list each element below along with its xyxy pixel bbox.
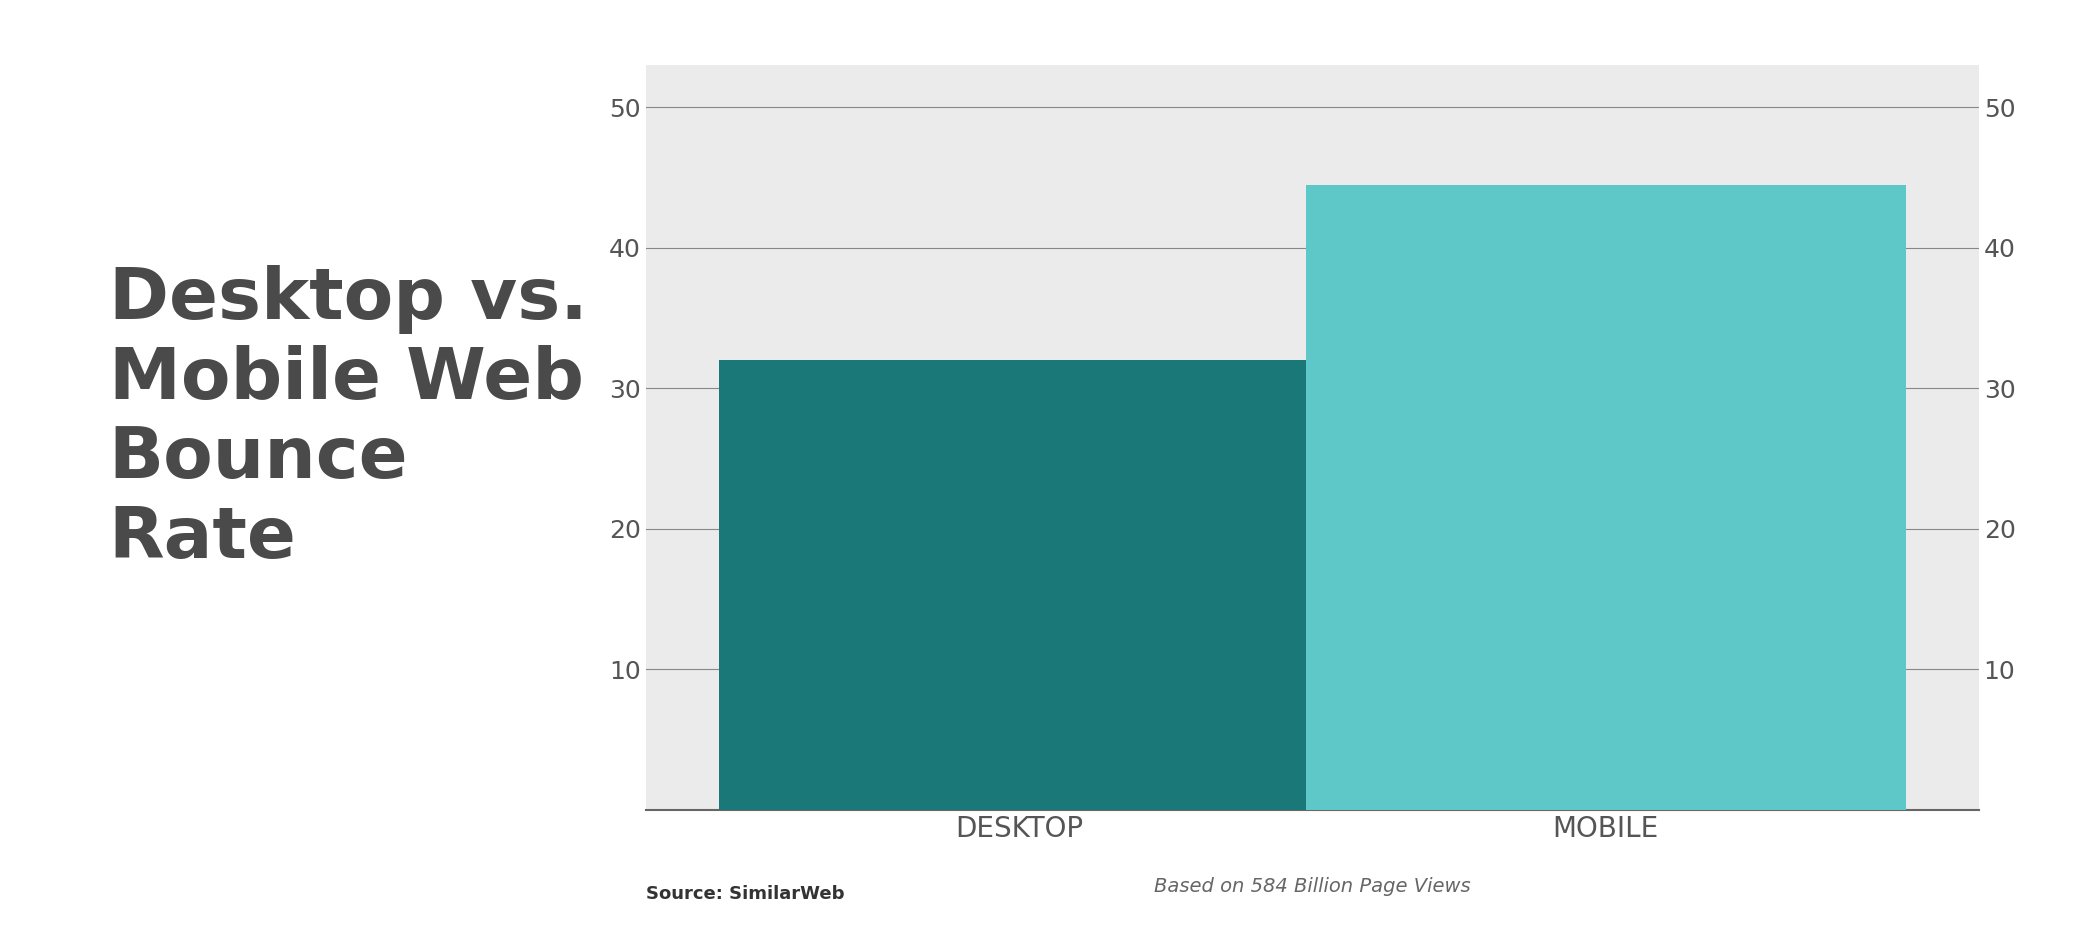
Text: Source: SimilarWeb: Source: SimilarWeb <box>646 885 844 903</box>
Text: Based on 584 Billion Page Views: Based on 584 Billion Page Views <box>1154 877 1471 896</box>
Bar <box>719 360 1319 810</box>
Text: Desktop vs.
Mobile Web
Bounce
Rate: Desktop vs. Mobile Web Bounce Rate <box>108 264 587 573</box>
Bar <box>1306 184 1906 810</box>
